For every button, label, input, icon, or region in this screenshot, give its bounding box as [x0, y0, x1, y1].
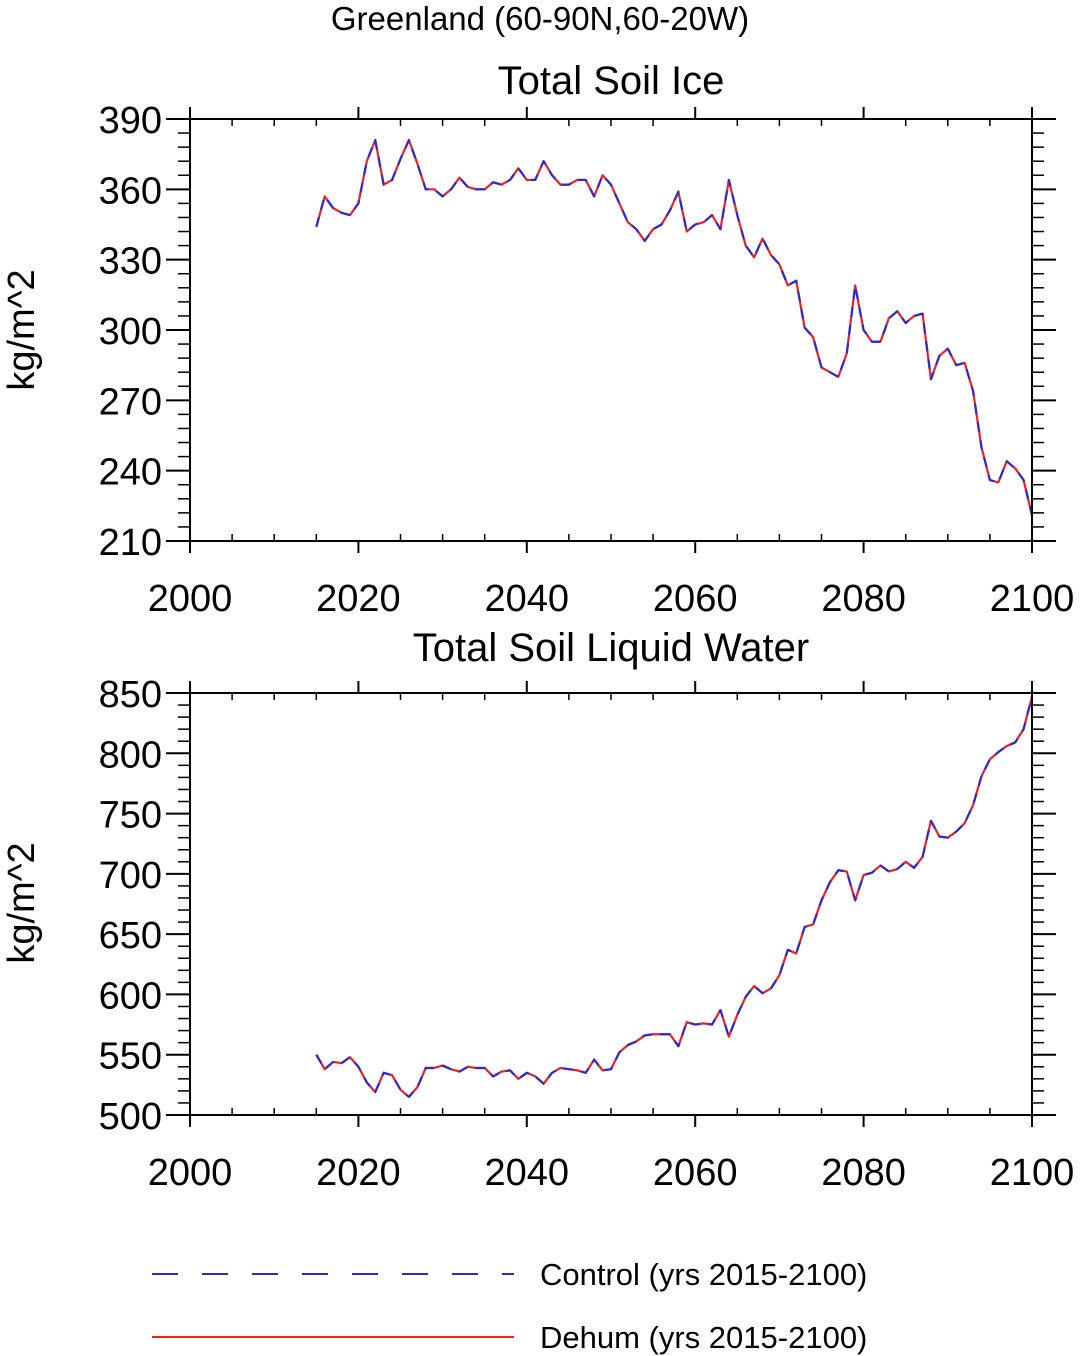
plot-frame — [189, 118, 1033, 542]
plot-frame — [189, 692, 1033, 1116]
y-tick-label: 300 — [99, 311, 162, 353]
chart-total-soil-liquid-water: Total Soil Liquid Water kg/m^2 2000 2020 2… — [1, 626, 1074, 1194]
x-tick-label: 2080 — [821, 1152, 906, 1194]
figure-title: Greenland (60-90N,60-20W) — [331, 0, 749, 37]
y-tick-label: 650 — [99, 915, 162, 957]
x-tick-label: 2020 — [316, 578, 401, 620]
x-tick-label: 2040 — [485, 1152, 570, 1194]
series-line-dehum — [315, 139, 1034, 516]
chart-title: Total Soil Ice — [498, 59, 725, 103]
y-tick-label: 800 — [99, 734, 162, 776]
y-tick-label: 330 — [99, 241, 162, 283]
legend-label-control: Control (yrs 2015-2100) — [540, 1257, 867, 1292]
y-tick-label: 210 — [99, 522, 162, 564]
y-tick-label: 240 — [99, 452, 162, 494]
y-tick-label: 700 — [99, 855, 162, 897]
chart-title: Total Soil Liquid Water — [413, 626, 809, 670]
y-tick-label: 360 — [99, 170, 162, 212]
y-axis-label: kg/m^2 — [1, 842, 43, 963]
x-tick-label: 2060 — [653, 578, 738, 620]
y-tick-label: 270 — [99, 381, 162, 423]
legend: Control (yrs 2015-2100) Dehum (yrs 2015-… — [152, 1257, 867, 1355]
y-tick-label: 550 — [99, 1036, 162, 1078]
y-tick-label: 750 — [99, 795, 162, 837]
x-tick-label: 2100 — [990, 578, 1075, 620]
series-line-control — [315, 139, 1034, 516]
y-tick-label: 600 — [99, 975, 162, 1017]
series-line-dehum — [315, 696, 1034, 1099]
x-tick-label: 2000 — [148, 1152, 233, 1194]
y-tick-label: 390 — [99, 100, 162, 142]
chart-total-soil-ice: Total Soil Ice kg/m^2 2000 2020 2040 2060 20… — [1, 59, 1074, 620]
x-tick-label: 2100 — [990, 1152, 1075, 1194]
y-tick-label: 850 — [99, 674, 162, 716]
y-axis-label: kg/m^2 — [1, 269, 43, 390]
y-tick-label: 500 — [99, 1096, 162, 1138]
x-tick-label: 2080 — [821, 578, 906, 620]
legend-label-dehum: Dehum (yrs 2015-2100) — [540, 1320, 867, 1355]
series-line-control — [315, 696, 1034, 1099]
x-tick-label: 2060 — [653, 1152, 738, 1194]
x-tick-label: 2040 — [485, 578, 570, 620]
x-tick-label: 2020 — [316, 1152, 401, 1194]
x-tick-label: 2000 — [148, 578, 233, 620]
